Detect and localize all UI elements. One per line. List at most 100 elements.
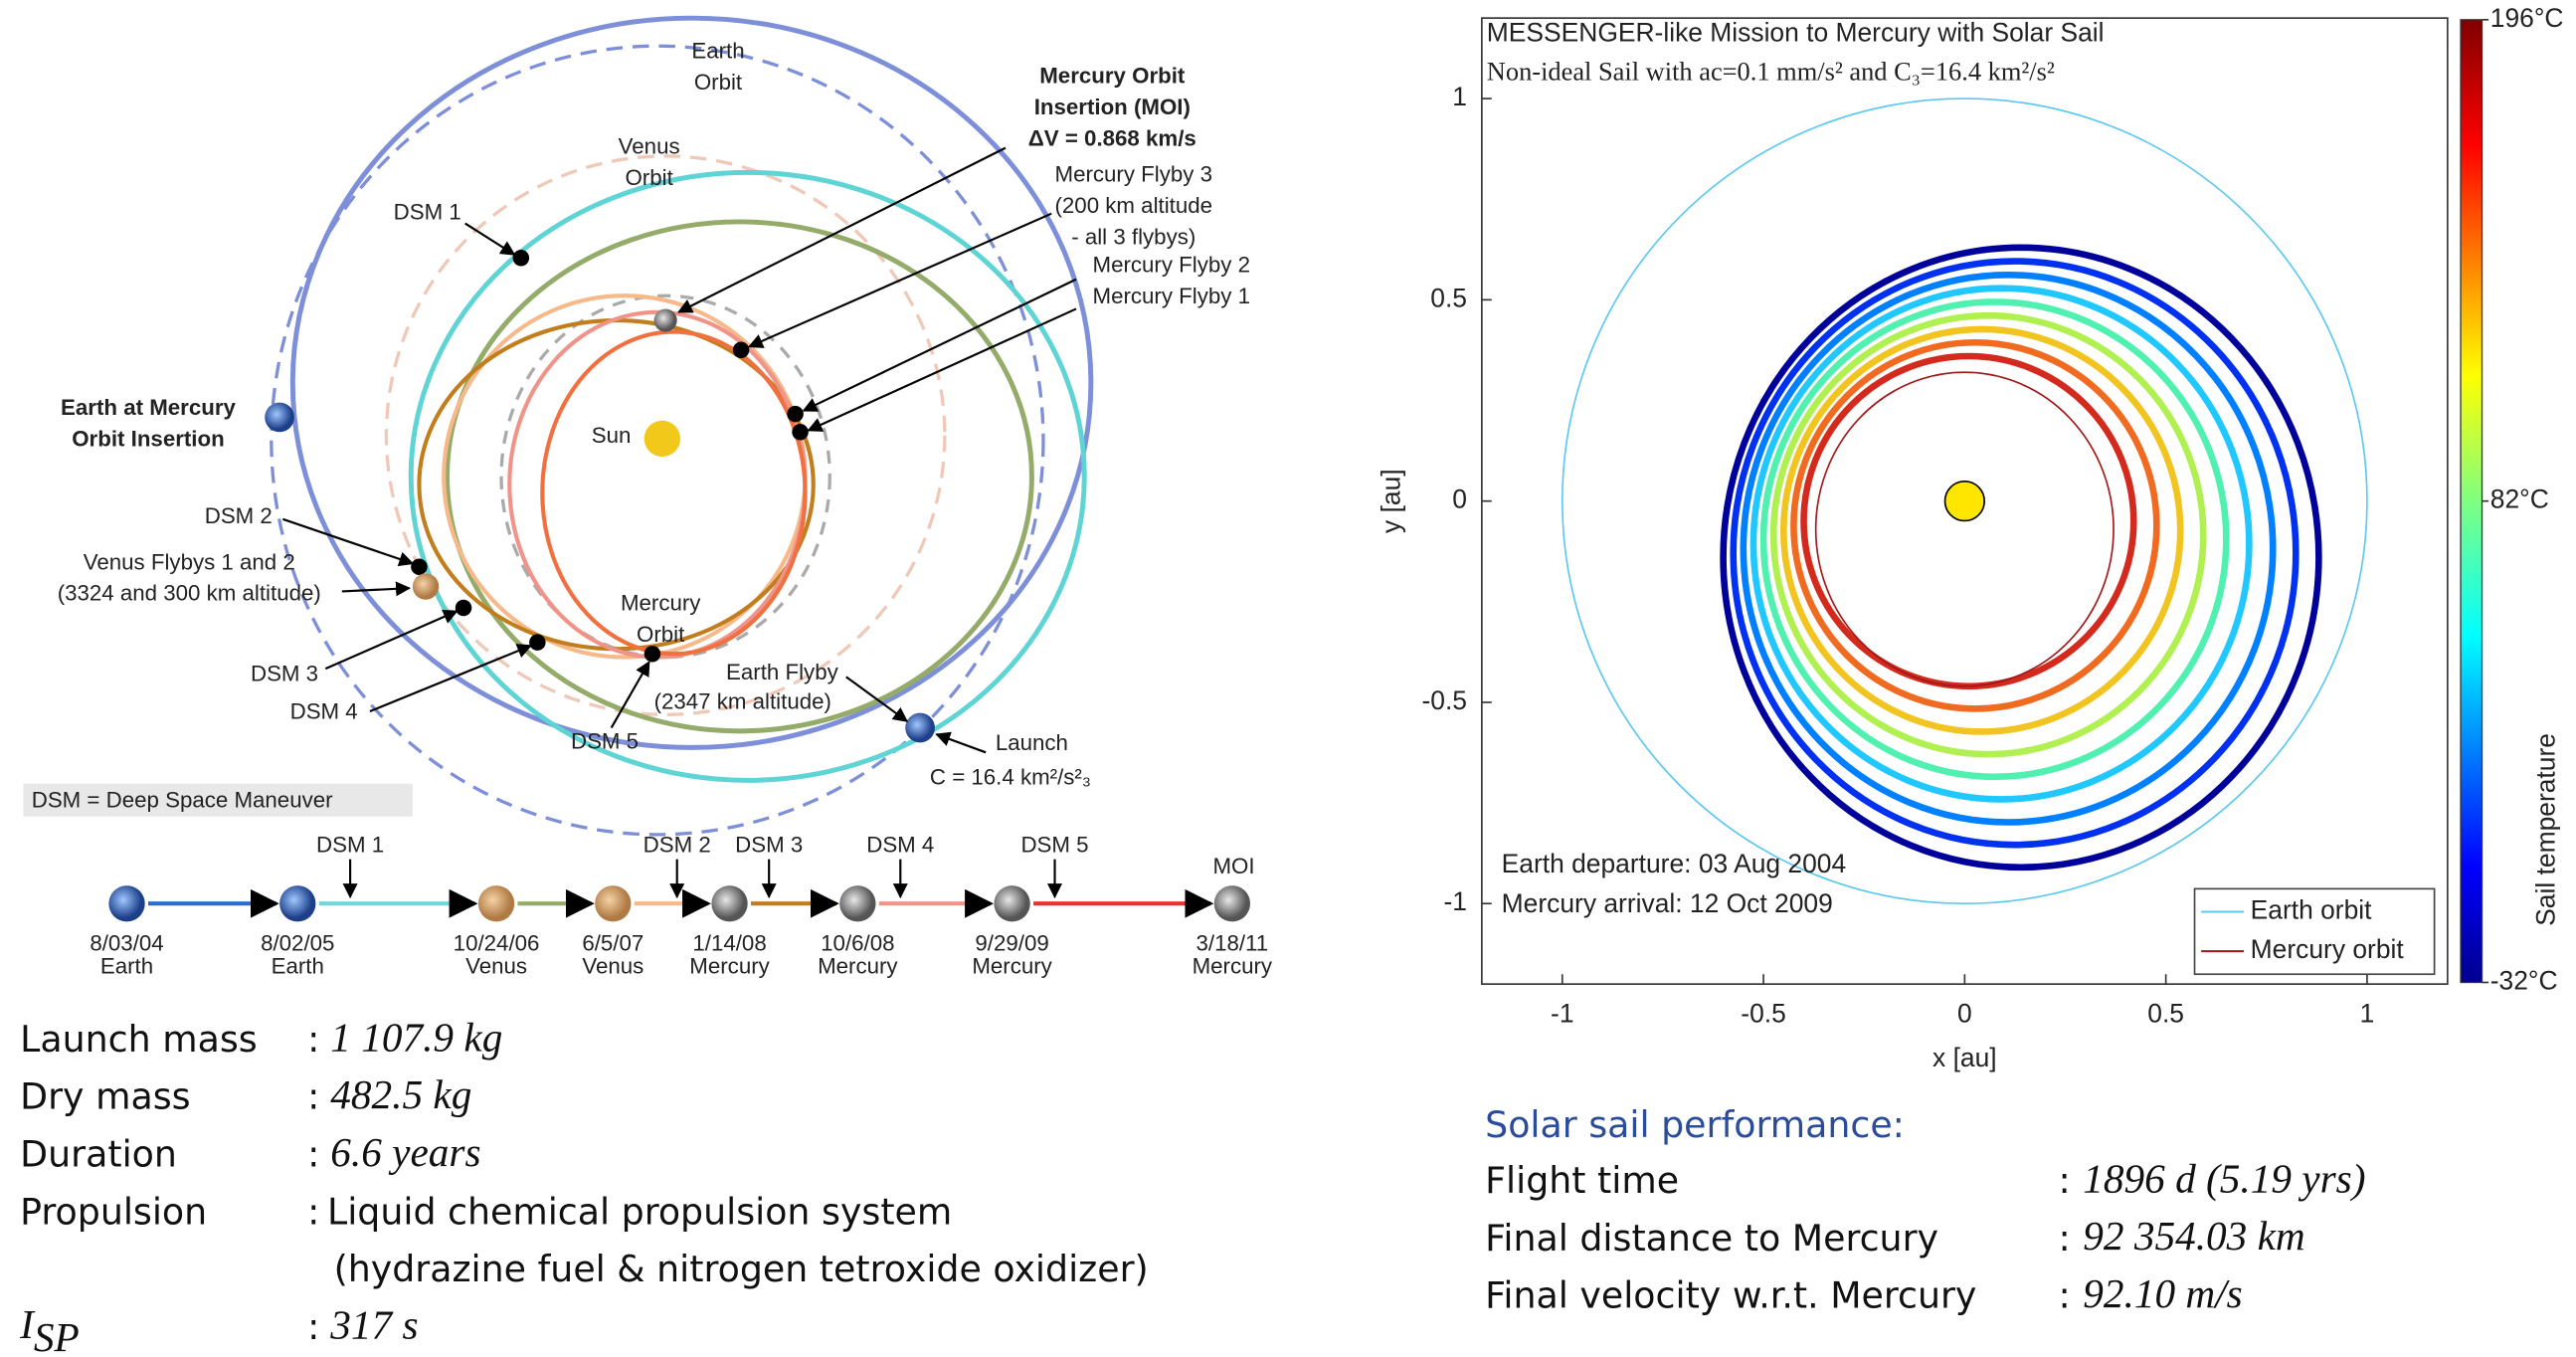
venus-icon — [413, 573, 439, 599]
diagram-label: - all 3 flybys) — [1071, 224, 1196, 249]
body-icon — [595, 885, 631, 921]
event-date: 8/03/04 — [90, 930, 163, 955]
pointer — [370, 646, 531, 711]
x-axis-label: x [au] — [1932, 1043, 1997, 1072]
transfer-orbit — [448, 222, 1032, 731]
perf-value: 92.10 m/s — [2083, 1270, 2243, 1316]
annotation: Mercury arrival: 12 Oct 2009 — [1502, 888, 1833, 918]
diagram-label: Earth Flyby — [726, 660, 839, 684]
event-body: Earth — [272, 954, 324, 979]
perf-label: Flight time — [1485, 1159, 1679, 1202]
earth-icon — [905, 713, 935, 743]
diagram-label: Mercury Flyby 2 — [1093, 252, 1250, 277]
separator: : — [2058, 1217, 2070, 1260]
maneuver-label: DSM 3 — [735, 832, 803, 857]
body-icon — [108, 885, 144, 921]
pointer — [465, 224, 515, 255]
maneuver-label: DSM 1 — [316, 832, 384, 857]
diagram-label: Sun — [592, 423, 632, 448]
y-tick-label: 1 — [1452, 82, 1467, 111]
x-tick-label: 1 — [2360, 999, 2375, 1029]
spec-value: 317 s — [329, 1301, 418, 1347]
event-body: Mercury — [818, 954, 898, 979]
maneuver-label: DSM 4 — [866, 832, 934, 857]
maneuver-label: DSM 5 — [1020, 832, 1088, 857]
x-tick-label: 0.5 — [2147, 999, 2184, 1029]
diagram-label: C = 16.4 km²/s²₃ — [930, 765, 1091, 790]
x-tick-label: -0.5 — [1741, 999, 1786, 1029]
diagram-label: Orbit — [625, 165, 673, 190]
event-point — [529, 634, 546, 651]
spec-label: ISP — [19, 1301, 80, 1357]
pointer — [282, 519, 412, 564]
diagram-label: (200 km altitude — [1055, 193, 1213, 218]
separator: : — [307, 1133, 319, 1176]
pointer — [937, 734, 987, 752]
earth-icon — [265, 403, 294, 433]
event-point — [411, 558, 428, 575]
y-tick-label: -0.5 — [1421, 685, 1467, 715]
separator: : — [2058, 1274, 2070, 1317]
spec-label: Duration — [20, 1133, 177, 1176]
maneuver-label: MOI — [1212, 854, 1254, 878]
event-date: 9/29/09 — [975, 930, 1048, 955]
event-date: 10/24/06 — [454, 930, 540, 955]
body-icon — [279, 885, 315, 921]
pointer — [342, 588, 410, 591]
diagram-label: Orbit Insertion — [72, 426, 225, 451]
body-icon — [711, 885, 747, 921]
colorbar-tick-label: 196°C — [2490, 3, 2564, 33]
event-date: 8/02/05 — [261, 930, 334, 955]
diagram-label: Mercury Flyby 3 — [1055, 162, 1212, 187]
diagram-label: DSM 2 — [205, 503, 273, 528]
separator: : — [2058, 1159, 2070, 1202]
legend-label: Earth orbit — [2251, 894, 2372, 924]
spec-label: Launch mass — [20, 1018, 258, 1061]
chart-title: MESSENGER-like Mission to Mercury with S… — [1487, 18, 2105, 48]
diagram-label: Orbit — [694, 70, 743, 95]
note: DSM = Deep Space Maneuver — [32, 788, 333, 813]
y-tick-label: -1 — [1444, 886, 1467, 916]
y-tick-label: 0 — [1452, 485, 1467, 514]
diagram-label: (2347 km altitude) — [654, 689, 831, 714]
diagram-label: DSM 3 — [251, 662, 318, 686]
perf-label: Final velocity w.r.t. Mercury — [1485, 1274, 1976, 1317]
y-axis-label: y [au] — [1377, 469, 1406, 533]
sun — [1945, 482, 1985, 521]
spec-value: (hydrazine fuel & nitrogen tetroxide oxi… — [334, 1248, 1149, 1290]
y-tick-label: 0.5 — [1430, 283, 1467, 312]
event-point — [513, 250, 530, 267]
body-icon — [839, 885, 875, 921]
separator: : — [307, 1305, 319, 1348]
spec-value: 1 107.9 kg — [330, 1014, 502, 1060]
performance: Flight time:1896 d (5.19 yrs)Final dista… — [1485, 1155, 2365, 1316]
x-tick-label: 0 — [1957, 999, 1972, 1029]
diagram-label: Orbit — [637, 622, 685, 647]
event-point — [792, 424, 809, 441]
colorbar-label: Sail temperature — [2531, 733, 2561, 926]
event-date: 10/6/08 — [821, 930, 894, 955]
event-point — [733, 341, 750, 358]
diagram-label: ΔV = 0.868 km/s — [1028, 125, 1196, 150]
diagram-label: Mercury Orbit — [1039, 64, 1186, 89]
spec-label: Dry mass — [20, 1075, 190, 1118]
diagram-label: DSM 4 — [290, 699, 358, 724]
diagram-label: Earth — [691, 39, 744, 64]
separator: : — [307, 1018, 319, 1061]
diagram-label: Venus — [619, 134, 680, 159]
colorbar — [2461, 20, 2482, 983]
diagram-label: (3324 and 300 km altitude) — [58, 581, 321, 606]
diagram-label: Venus Flybys 1 and 2 — [84, 549, 295, 574]
diagram-label: Launch — [996, 730, 1068, 755]
sun — [644, 421, 680, 457]
body-icon — [994, 885, 1029, 921]
colorbar-tick-label: -32°C — [2490, 965, 2558, 995]
diagram-label: Mercury — [621, 591, 701, 616]
page: EarthOrbitVenusOrbitDSM 1Mercury OrbitIn… — [0, 0, 2576, 1357]
legend-label: Mercury orbit — [2251, 934, 2405, 964]
event-point — [787, 406, 804, 423]
event-body: Venus — [582, 954, 644, 979]
